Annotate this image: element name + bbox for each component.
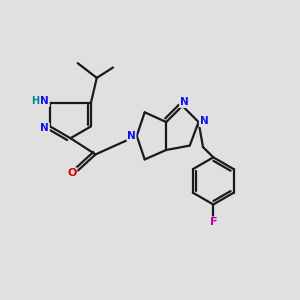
Text: N: N: [40, 96, 49, 106]
Text: F: F: [210, 217, 218, 227]
Text: H: H: [31, 96, 39, 106]
Text: N: N: [200, 116, 208, 126]
Text: N: N: [180, 97, 188, 107]
Text: O: O: [67, 168, 77, 178]
Text: N: N: [127, 131, 136, 141]
Text: N: N: [40, 123, 49, 133]
